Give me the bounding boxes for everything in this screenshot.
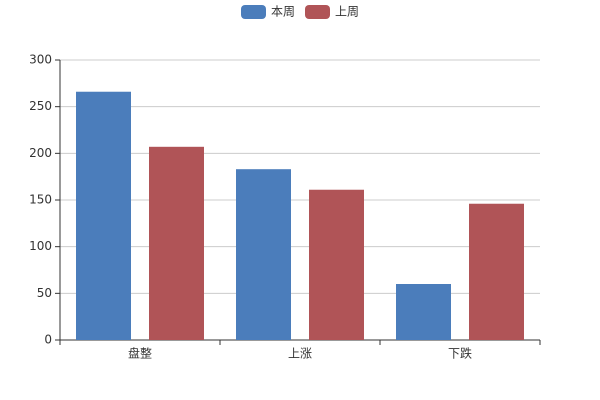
x-tick-label: 下跌: [448, 346, 472, 361]
bar: [76, 91, 131, 340]
y-tick-label: 150: [29, 193, 52, 207]
legend-swatch: [305, 5, 330, 19]
y-tick-label: 300: [29, 53, 52, 67]
y-tick-label: 100: [29, 239, 52, 253]
x-tick-label: 盘整: [128, 346, 152, 361]
y-tick-label: 0: [44, 333, 52, 347]
bar: [309, 189, 364, 340]
y-tick-label: 200: [29, 146, 52, 160]
x-tick-label: 上涨: [288, 346, 312, 361]
bar: [236, 169, 291, 340]
y-tick-label: 50: [37, 286, 52, 300]
legend-label: 本周: [271, 5, 295, 19]
bar: [396, 284, 451, 340]
legend-label: 上周: [335, 5, 359, 19]
bar: [469, 203, 524, 340]
bar: [149, 146, 204, 340]
legend-swatch: [241, 5, 266, 19]
y-tick-label: 250: [29, 99, 52, 113]
